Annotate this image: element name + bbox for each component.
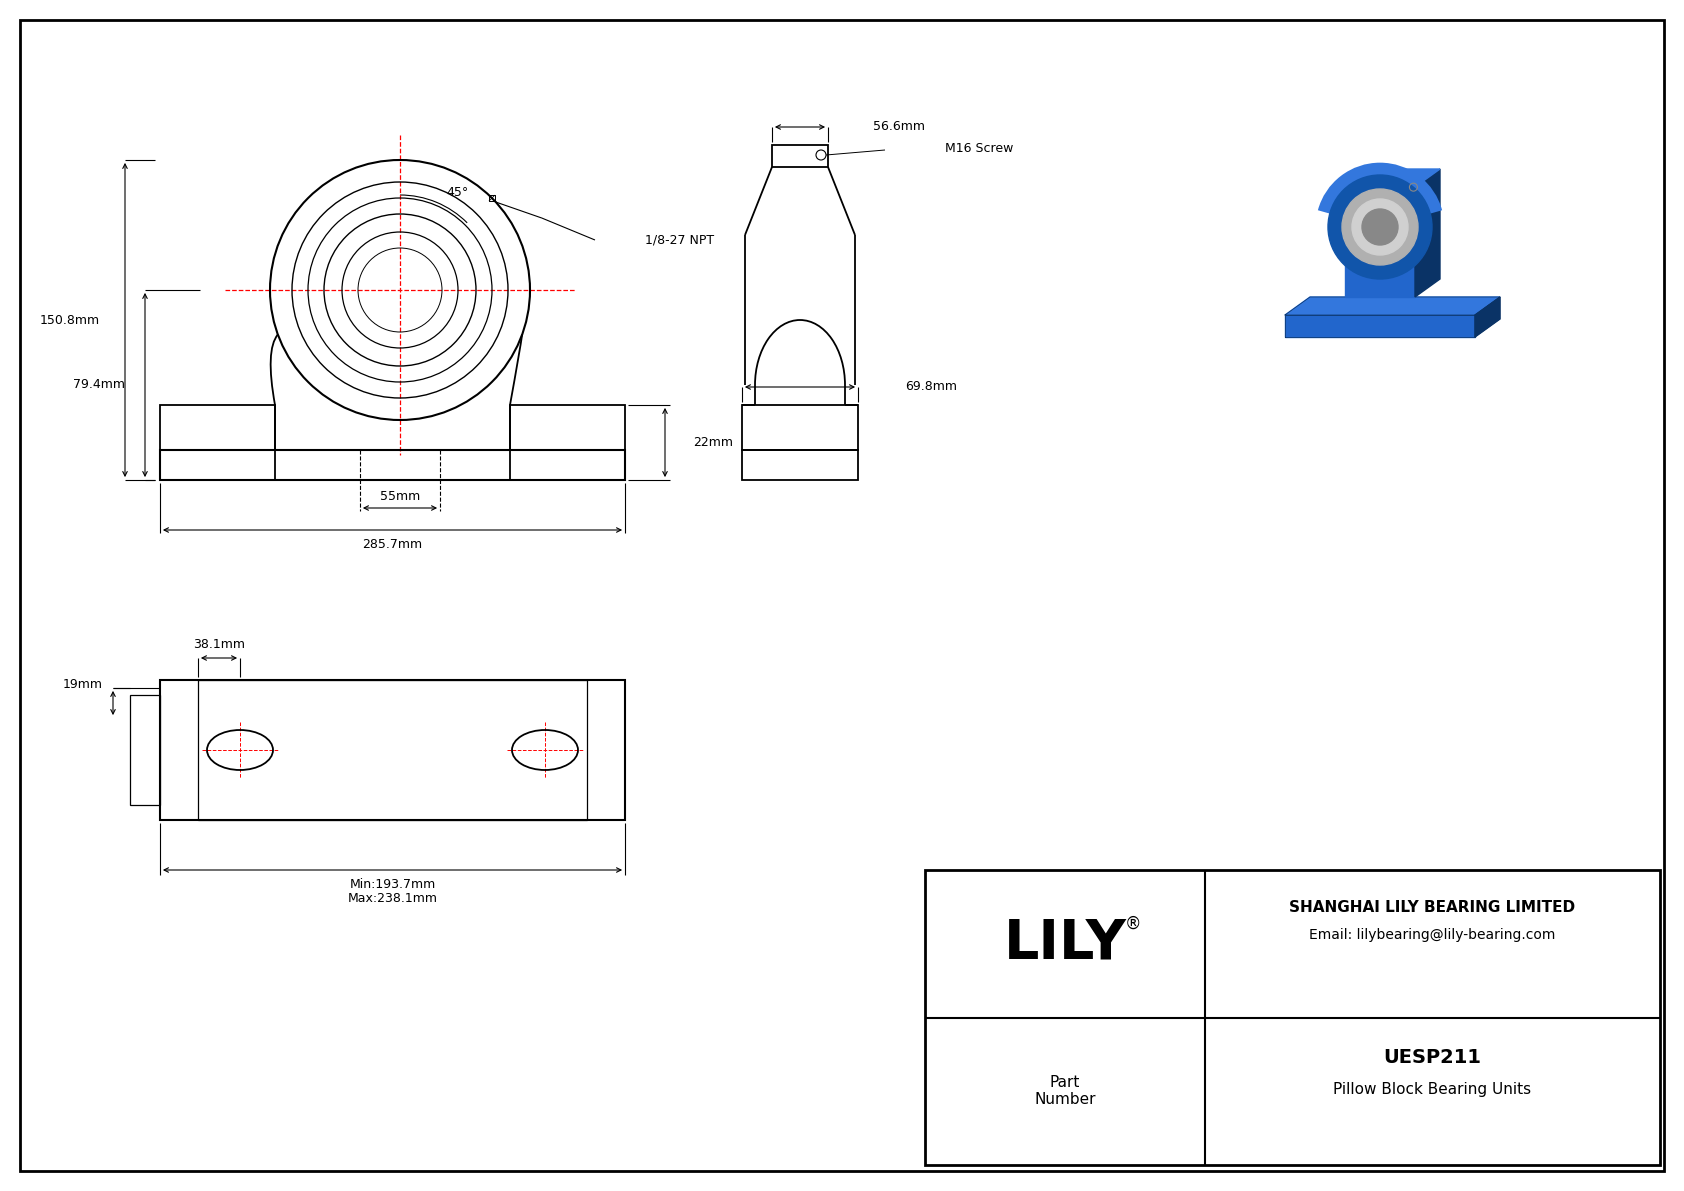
Text: 1/8-27 NPT: 1/8-27 NPT bbox=[645, 233, 714, 247]
Text: Part
Number: Part Number bbox=[1034, 1075, 1096, 1108]
Polygon shape bbox=[1285, 314, 1475, 337]
Text: 45°: 45° bbox=[446, 186, 468, 199]
Polygon shape bbox=[1346, 187, 1415, 297]
Text: Max:238.1mm: Max:238.1mm bbox=[347, 892, 438, 904]
Text: 38.1mm: 38.1mm bbox=[194, 637, 244, 650]
Text: ®: ® bbox=[1125, 915, 1142, 933]
Text: LILY: LILY bbox=[1004, 917, 1127, 971]
Bar bbox=[160, 680, 625, 819]
Text: Pillow Block Bearing Units: Pillow Block Bearing Units bbox=[1334, 1081, 1531, 1097]
Bar bbox=[743, 450, 859, 480]
Text: 69.8mm: 69.8mm bbox=[904, 380, 957, 393]
Bar bbox=[130, 696, 160, 805]
Bar bbox=[160, 450, 625, 480]
Polygon shape bbox=[1285, 297, 1500, 314]
Bar bbox=[771, 145, 829, 167]
Circle shape bbox=[1352, 199, 1408, 255]
Circle shape bbox=[1329, 175, 1431, 279]
Text: 55mm: 55mm bbox=[381, 490, 419, 503]
Text: 19mm: 19mm bbox=[62, 679, 103, 692]
Text: 56.6mm: 56.6mm bbox=[872, 120, 925, 133]
Text: 79.4mm: 79.4mm bbox=[72, 379, 125, 392]
Circle shape bbox=[1362, 208, 1398, 245]
Bar bbox=[160, 405, 274, 450]
Text: M16 Screw: M16 Screw bbox=[945, 142, 1014, 155]
Text: 22mm: 22mm bbox=[694, 436, 733, 449]
Bar bbox=[199, 680, 588, 819]
Circle shape bbox=[1342, 189, 1418, 266]
Bar bbox=[510, 405, 625, 450]
Text: 285.7mm: 285.7mm bbox=[362, 537, 423, 550]
Polygon shape bbox=[1475, 297, 1500, 337]
Text: SHANGHAI LILY BEARING LIMITED: SHANGHAI LILY BEARING LIMITED bbox=[1290, 900, 1576, 916]
Text: 150.8mm: 150.8mm bbox=[40, 313, 99, 326]
Polygon shape bbox=[1346, 169, 1440, 187]
Text: Min:193.7mm: Min:193.7mm bbox=[349, 878, 436, 891]
Text: UESP211: UESP211 bbox=[1384, 1048, 1482, 1067]
Bar bbox=[925, 869, 1660, 1165]
Polygon shape bbox=[1415, 169, 1440, 297]
Bar bbox=[743, 405, 859, 450]
Text: Email: lilybearing@lily-bearing.com: Email: lilybearing@lily-bearing.com bbox=[1310, 928, 1556, 942]
